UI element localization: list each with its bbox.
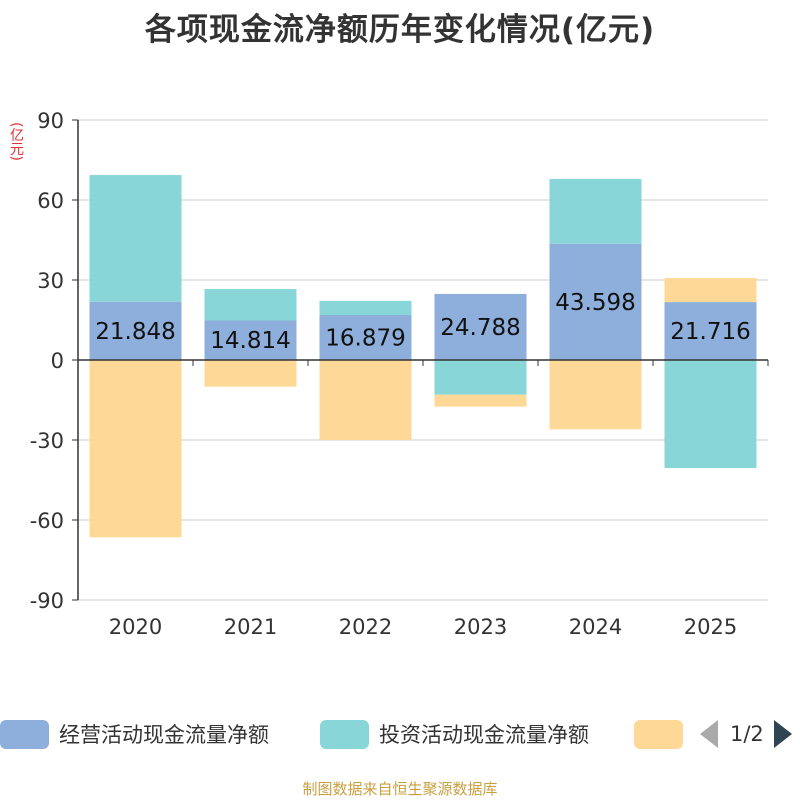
bar-segment bbox=[434, 293, 527, 360]
bar-segment bbox=[549, 243, 642, 360]
y-tick-label: -30 bbox=[30, 429, 64, 453]
legend-swatch-operating bbox=[0, 719, 49, 749]
bar-segment bbox=[204, 360, 297, 387]
y-tick-label: -60 bbox=[30, 509, 64, 533]
chart-title: 各项现金流净额历年变化情况(亿元) bbox=[144, 12, 656, 48]
bar-segment bbox=[549, 178, 642, 244]
chevron-left-icon[interactable] bbox=[700, 720, 718, 748]
y-tick-label: 30 bbox=[37, 269, 64, 293]
data-label: 14.814 bbox=[210, 328, 290, 354]
data-label: 21.716 bbox=[670, 319, 750, 345]
legend-swatch-financing bbox=[634, 719, 683, 749]
bar-segment bbox=[549, 360, 642, 430]
bar-segment bbox=[89, 301, 182, 360]
legend-label-operating: 经营活动现金流量净额 bbox=[59, 723, 269, 747]
bar-segment bbox=[89, 360, 182, 538]
bar-segment bbox=[434, 394, 527, 407]
x-tick-label: 2023 bbox=[454, 615, 507, 639]
legend-swatch-investing bbox=[320, 719, 369, 749]
legend-item-financing[interactable] bbox=[634, 716, 683, 752]
legend-item-operating[interactable]: 经营活动现金流量净额 bbox=[0, 716, 269, 752]
data-label: 16.879 bbox=[325, 325, 405, 351]
data-label: 21.848 bbox=[95, 319, 175, 345]
x-tick-label: 2020 bbox=[109, 615, 162, 639]
x-tick-label: 2021 bbox=[224, 615, 277, 639]
data-labels: 21.848 14.814 16.879 24.788 43.598 21.716 bbox=[95, 290, 750, 354]
bar-segment bbox=[664, 360, 757, 468]
y-axis-unit: (亿元) bbox=[8, 122, 24, 161]
x-tick-label: 2024 bbox=[569, 615, 622, 639]
legend-item-investing[interactable]: 投资活动现金流量净额 bbox=[320, 716, 589, 752]
bars bbox=[89, 175, 757, 538]
legend-page-indicator: 1/2 bbox=[730, 722, 764, 746]
y-tick-label: 60 bbox=[37, 189, 64, 213]
data-source: 制图数据来自恒生聚源数据库 bbox=[302, 780, 498, 798]
bar-segment bbox=[319, 300, 412, 315]
data-label: 24.788 bbox=[440, 315, 520, 341]
y-tick-label: 90 bbox=[37, 109, 64, 133]
y-tick-label: 0 bbox=[51, 349, 64, 373]
legend-label-investing: 投资活动现金流量净额 bbox=[379, 723, 589, 747]
y-tick-label: -90 bbox=[30, 589, 64, 613]
bar-segment bbox=[204, 320, 297, 360]
bar-segment bbox=[319, 360, 412, 440]
x-tick-label: 2022 bbox=[339, 615, 392, 639]
chevron-right-icon[interactable] bbox=[773, 720, 792, 748]
bar-segment bbox=[664, 278, 757, 303]
data-label: 43.598 bbox=[555, 290, 635, 316]
legend: 经营活动现金流量净额 投资活动现金流量净额 bbox=[0, 716, 800, 752]
bar-segment bbox=[204, 289, 297, 321]
legend-pager: 1/2 bbox=[700, 716, 800, 752]
bar-segment bbox=[664, 302, 757, 360]
x-tick-label: 2025 bbox=[684, 615, 737, 639]
bar-segment bbox=[434, 360, 527, 395]
axes: 90 60 30 0 -30 -60 -90 2020 2021 2022 2023 2024 2025 bbox=[30, 109, 769, 639]
bar-segment bbox=[319, 314, 412, 360]
bar-segment bbox=[89, 175, 182, 302]
